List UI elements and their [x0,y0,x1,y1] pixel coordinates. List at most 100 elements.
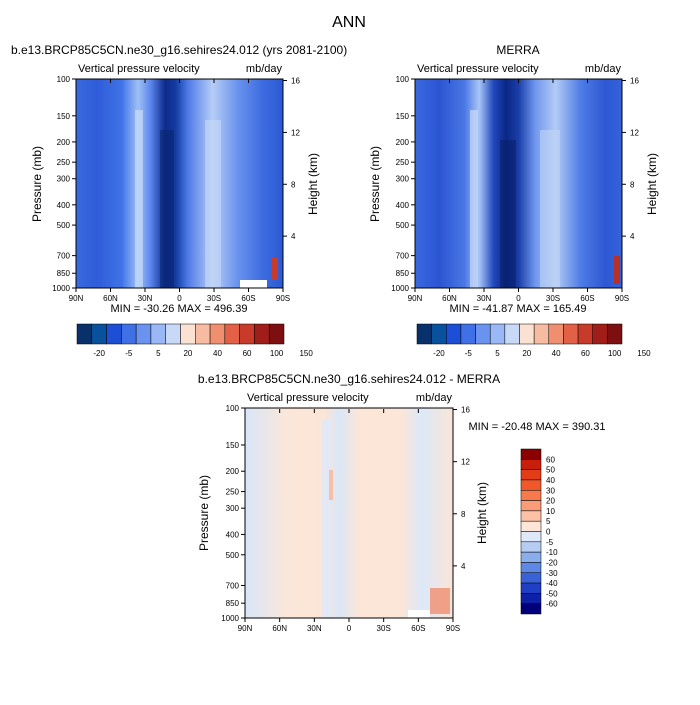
colorbar-cell [91,323,107,345]
colorbar-cell [520,520,542,532]
colorbar-cell [520,469,542,481]
x-tick-label: 60N [103,294,118,303]
colorbar-label: -5 [125,349,133,358]
colorbar-cell [520,572,542,584]
panel-model-deep-ascent-band [160,130,174,288]
y-tick-label: 1000 [391,284,409,293]
y2-tick-label: 8 [461,510,466,519]
colorbar-cell [520,448,542,460]
colorbar-cell [475,323,491,345]
x-tick-label: 30S [207,294,221,303]
colorbar-label: 50 [546,466,555,475]
colorbar-cell [577,323,593,345]
y-tick-label: 250 [57,158,71,167]
panel-merra-subsidence-band-south [540,130,560,288]
x-tick-label: 30S [377,624,391,633]
colorbar-cell [520,551,542,563]
panel-difference-y-axis: 100 150 200 250 300 400 500 700 850 1000 16 12 8 4 [221,404,470,623]
colorbar-cell [446,323,462,345]
colorbar-cell [520,541,542,553]
colorbar-cell [520,603,542,615]
panel-difference-units-label: mb/day [416,392,453,404]
panel-difference-variable-label: Vertical pressure velocity [247,392,369,404]
colorbar-label: -20 [93,349,105,358]
colorbar-label: 100 [270,349,284,358]
x-tick-label: 90N [238,624,253,633]
y-tick-label: 100 [396,75,410,84]
x-tick-label: 0 [516,294,521,303]
colorbar-cell [224,323,240,345]
colorbar-cell [460,323,476,345]
panel-merra: MERRA Vertical pressure velocity mb/day … [368,43,659,358]
panel-model-minmax: MIN = -30.26 MAX = 496.39 [111,303,248,315]
colorbar-cell [520,500,542,512]
colorbar-cell [165,323,181,345]
colorbar-cell [431,323,447,345]
colorbar-label: -5 [465,349,473,358]
panel-difference-positive-patch [430,588,450,614]
panel-difference-title: b.e13.BRCP85C5CN.ne30_g16.sehires24.012 … [198,372,500,386]
panel-model-title: b.e13.BRCP85C5CN.ne30_g16.sehires24.012 … [11,43,347,57]
colorbar-label: -60 [546,600,558,609]
panel-model-plot-field [76,79,283,288]
panel-difference-positive-band [329,470,333,500]
y-tick-label: 700 [396,252,410,261]
x-tick-label: 0 [177,294,182,303]
panel-model-ylabel: Pressure (mb) [30,146,44,222]
y-tick-label: 400 [396,201,410,210]
colorbar-cell [209,323,226,345]
colorbar-cell [489,323,506,345]
y2-tick-label: 16 [461,406,470,415]
colorbar-label: 100 [608,349,622,358]
colorbar-label: 40 [546,476,555,485]
y-tick-label: 500 [57,221,71,230]
panel-model-y-axis: 100 150 200 250 300 400 500 700 850 1000 16 12 8 4 [52,75,300,293]
y-tick-label: 100 [57,75,71,84]
panel-merra-deep-ascent-band [500,140,516,288]
panel-model-subsidence-band [135,110,143,288]
panel-model-y2label: Height (km) [306,153,320,215]
colorbar-label: -5 [546,538,554,547]
colorbar-cell [106,323,122,345]
colorbar-label: -20 [433,349,445,358]
y2-tick-label: 16 [291,77,300,86]
panel-merra-minmax: MIN = -41.87 MAX = 165.49 [450,303,587,315]
panel-merra-positive-patch [614,256,620,284]
y-tick-label: 700 [226,581,240,590]
panel-model-colorbar: -20 -5 5 20 40 60 100 150 [76,323,313,358]
y-tick-label: 300 [57,175,71,184]
colorbar-cell [592,323,608,345]
x-tick-label: 30N [138,294,153,303]
y-tick-label: 400 [57,201,71,210]
colorbar-label: 30 [546,486,555,495]
panel-merra-y-axis: 100 150 200 250 300 400 500 700 850 1000 16 12 8 4 [391,75,639,293]
colorbar-label: 20 [522,349,531,358]
y-tick-label: 300 [396,175,410,184]
colorbar-cell [520,531,542,543]
y2-tick-label: 4 [630,232,635,241]
figure-title: ANN [332,14,366,31]
panel-difference-minmax: MIN = -20.48 MAX = 390.31 [469,421,606,433]
colorbar-label: 10 [546,507,555,516]
colorbar-cell [520,562,542,573]
x-tick-label: 60N [442,294,457,303]
panel-model-units-label: mb/day [246,63,283,75]
panel-model: b.e13.BRCP85C5CN.ne30_g16.sehires24.012 … [11,43,347,358]
colorbar-label: 60 [546,455,555,464]
colorbar-label: 150 [637,349,651,358]
y2-tick-label: 16 [630,77,639,86]
x-tick-label: 90S [276,294,290,303]
y2-tick-label: 12 [630,128,639,137]
panel-merra-x-axis: 90N 60N 30N 0 30S 60S 90S [408,79,629,303]
colorbar-cell [520,459,542,470]
colorbar-cell [607,323,623,345]
colorbar-cell [268,323,285,345]
colorbar-cell [520,479,542,491]
x-tick-label: 60S [580,294,594,303]
panel-merra-plot-field [415,79,622,288]
panel-model-positive-patch [272,258,278,280]
y2-tick-label: 8 [630,180,635,189]
colorbar-label: 40 [552,349,561,358]
